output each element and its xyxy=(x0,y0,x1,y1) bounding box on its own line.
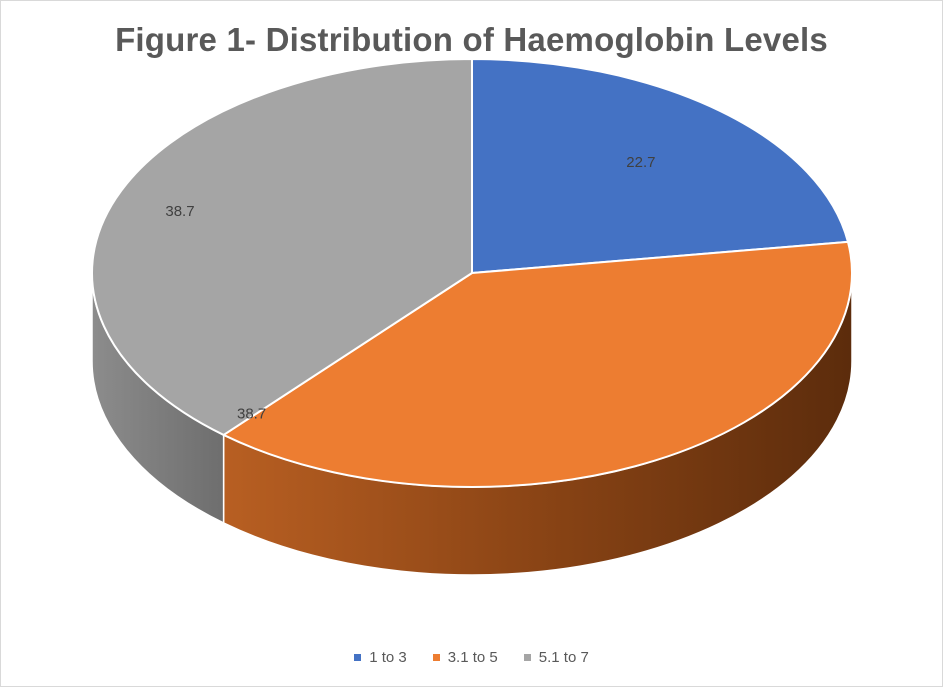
data-label-3-1-to-5: 38.7 xyxy=(237,406,266,423)
legend-swatch xyxy=(354,654,362,661)
pie-chart: 22.7 38.7 38.7 xyxy=(91,58,853,576)
pie-slice-1-to-3 xyxy=(471,58,849,274)
pie-slice-5-1-to-7 xyxy=(91,58,473,436)
legend-label: 3.1 to 5 xyxy=(447,649,498,666)
legend-item-5-1-to-7: 5.1 to 7 xyxy=(523,649,589,666)
data-label-1-to-3: 22.7 xyxy=(626,154,655,171)
legend-item-1-to-3: 1 to 3 xyxy=(354,649,407,666)
legend-swatch xyxy=(523,654,531,661)
legend-item-3-1-to-5: 3.1 to 5 xyxy=(432,649,498,666)
legend: 1 to 3 3.1 to 5 5.1 to 7 xyxy=(1,649,942,666)
pie-slice-3-1-to-5 xyxy=(222,240,853,488)
legend-swatch xyxy=(432,654,440,661)
data-label-5-1-to-7: 38.7 xyxy=(165,203,194,220)
chart-title: Figure 1- Distribution of Haemoglobin Le… xyxy=(115,21,828,58)
legend-label: 1 to 3 xyxy=(369,649,407,666)
legend-label: 5.1 to 7 xyxy=(538,649,589,666)
